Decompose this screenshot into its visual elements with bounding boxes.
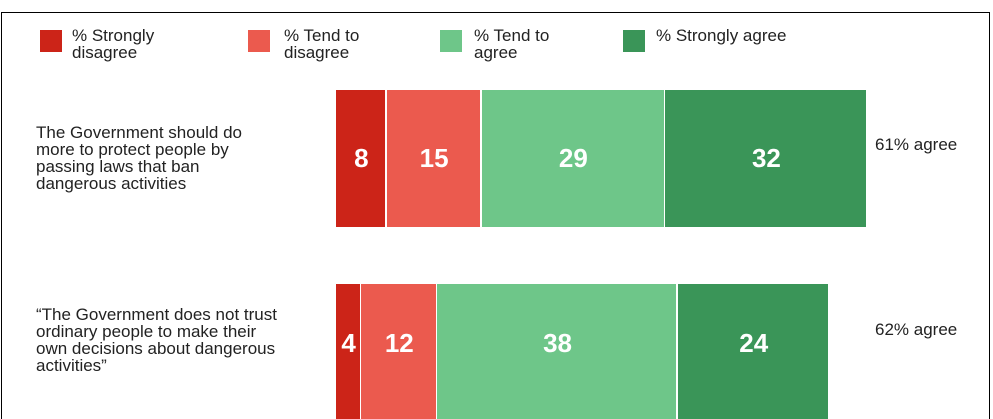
legend-label: % Strongly agree [656, 26, 787, 45]
legend-swatch [248, 30, 270, 52]
value-label: 32 [751, 143, 781, 173]
value-label: 38 [543, 328, 572, 358]
value-label: 12 [384, 328, 414, 358]
legend-label: % Strongly disagree [72, 26, 155, 62]
bar-segment [361, 284, 436, 419]
value-label: 8 [354, 143, 369, 173]
bar-segment [665, 90, 867, 227]
bar-segment [336, 284, 360, 419]
annotation: 62% agree [875, 320, 958, 339]
bar-segment [437, 284, 677, 419]
category-label: The Government should do more to protect… [36, 123, 243, 193]
annotation: 61% agree [875, 135, 958, 154]
bar-segment [677, 284, 829, 419]
legend-label: % Tend to agree [474, 26, 550, 62]
bar-segment [386, 90, 481, 227]
value-label: 29 [558, 143, 588, 173]
category-label: “The Government does not trust ordinary … [36, 305, 277, 375]
value-label: 15 [419, 143, 449, 173]
legend-swatch [623, 30, 645, 52]
bar-segment [481, 90, 664, 227]
value-label: 24 [739, 328, 769, 358]
frame [1, 12, 990, 419]
bar-segment [336, 90, 386, 227]
legend-swatch [40, 30, 62, 52]
legend-label: % Tend to disagree [284, 26, 360, 62]
value-label: 4 [341, 328, 356, 358]
legend-swatch [440, 30, 462, 52]
